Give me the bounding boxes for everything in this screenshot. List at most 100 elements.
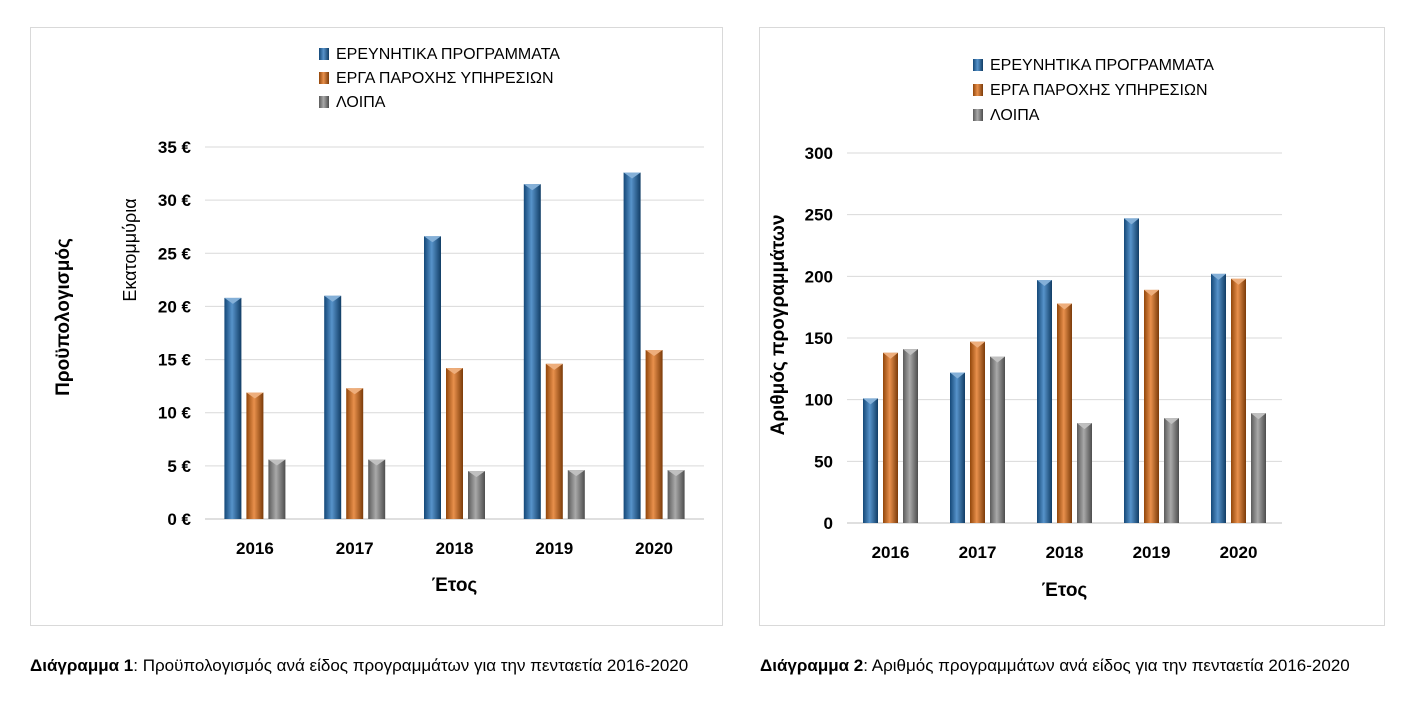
y-tick-label: 5 €	[167, 457, 191, 476]
x-axis-title: Έτος	[432, 575, 478, 596]
legend-swatch	[319, 72, 329, 84]
bar-2-2018	[1057, 303, 1072, 523]
bar-top-bevel	[1124, 218, 1139, 225]
budget-chart-panel: 0 € 5 € 10 € 15 € 20 € 25 € 30 € 35 € 2016 2017 20…	[30, 27, 723, 626]
bar-top-bevel	[970, 341, 985, 348]
bar-2-2020	[645, 350, 663, 519]
bar-1-2017	[324, 295, 342, 519]
x-tick-label: 2017	[959, 543, 997, 562]
legend-label: ΕΡΓΑ ΠΑΡΟΧΗΣ ΥΠΗΡΕΣΙΩΝ	[990, 82, 1208, 99]
bar-2-2016	[883, 352, 898, 523]
bar-3-2019	[1164, 418, 1179, 523]
y-axis-title: Προϋπολογισμός	[53, 238, 74, 396]
bar-top-bevel	[523, 184, 541, 191]
bar-top-bevel	[368, 459, 386, 466]
bar-top-bevel	[667, 470, 685, 477]
bar-top-bevel	[1144, 289, 1159, 296]
legend-label: ΕΡΕΥΝΗΤΙΚΑ ΠΡΟΓΡΑΜΜΑΤΑ	[336, 46, 560, 63]
x-tick-label: 2018	[1046, 543, 1084, 562]
bar-2-2020	[1231, 278, 1246, 523]
bar-1-2019	[1124, 218, 1139, 523]
caption-1-text: : Προϋπολογισμός ανά είδος προγραμμάτων …	[133, 656, 689, 675]
bar-top-bevel	[863, 398, 878, 405]
bar-top-bevel	[883, 352, 898, 359]
x-tick-label: 2016	[236, 539, 274, 558]
y-axis-units-label: Εκατομμύρια	[120, 198, 140, 301]
bar-top-bevel	[1164, 418, 1179, 425]
legend-label: ΛΟΙΠΑ	[990, 107, 1040, 124]
bar-2-2018	[446, 368, 463, 519]
bar-top-bevel	[224, 297, 242, 304]
bar-1-2020	[623, 172, 641, 519]
y-tick-label: 35 €	[158, 138, 192, 157]
legend-swatch	[973, 84, 983, 96]
bar-1-2016	[224, 297, 242, 519]
y-axis-title: Αριθμός προγραμμάτων	[768, 215, 789, 436]
bar-2-2019	[545, 363, 563, 519]
bar-top-bevel	[1037, 280, 1052, 287]
legend-swatch	[973, 59, 983, 71]
bar-1-2017	[950, 372, 965, 523]
bar-3-2016	[903, 349, 918, 523]
legend-label: ΕΡΓΑ ΠΑΡΟΧΗΣ ΥΠΗΡΕΣΙΩΝ	[336, 70, 554, 87]
bar-top-bevel	[468, 471, 485, 478]
x-tick-label: 2020	[1220, 543, 1258, 562]
bar-3-2020	[1251, 413, 1266, 523]
bar-top-bevel	[950, 372, 965, 379]
bar-top-bevel	[1231, 278, 1246, 285]
bar-3-2017	[368, 459, 386, 519]
y-tick-label: 30 €	[158, 191, 192, 210]
bar-1-2018	[424, 236, 441, 519]
programs-count-chart-panel: 0 50 100 150 200 250 300 2016 2017 2018 2019 2020 Έτ…	[759, 27, 1385, 626]
programs-count-chart: 0 50 100 150 200 250 300 2016 2017 2018 2019 2020 Έτ…	[768, 57, 1282, 601]
x-tick-label: 2018	[436, 539, 474, 558]
bar-top-bevel	[324, 295, 342, 302]
y-tick-label: 50	[814, 452, 833, 471]
bar-top-bevel	[1211, 273, 1226, 280]
x-tick-label: 2019	[1133, 543, 1171, 562]
bar-top-bevel	[903, 349, 918, 356]
bar-3-2019	[567, 470, 585, 519]
y-tick-label: 100	[805, 391, 833, 410]
x-tick-label: 2019	[535, 539, 573, 558]
figure-caption-2: Διάγραμμα 2: Αριθμός προγραμμάτων ανά εί…	[760, 655, 1400, 677]
bar-1-2018	[1037, 280, 1052, 523]
bar-top-bevel	[346, 388, 364, 395]
bar-top-bevel	[645, 350, 663, 357]
bar-3-2018	[468, 471, 485, 519]
bar-top-bevel	[1077, 423, 1092, 430]
legend-swatch	[973, 109, 983, 121]
y-tick-label: 0 €	[167, 510, 191, 529]
budget-chart: 0 € 5 € 10 € 15 € 20 € 25 € 30 € 35 € 2016 2017 20…	[53, 46, 704, 596]
bar-2-2016	[246, 392, 264, 519]
caption-1-label: Διάγραμμα 1	[30, 656, 134, 675]
x-tick-label: 2016	[872, 543, 910, 562]
bar-top-bevel	[1251, 413, 1266, 420]
bar-2-2017	[970, 341, 985, 523]
bar-top-bevel	[623, 172, 641, 179]
x-tick-label: 2017	[336, 539, 374, 558]
x-axis-title: Έτος	[1042, 580, 1088, 601]
y-tick-label: 300	[805, 144, 833, 163]
bar-top-bevel	[246, 392, 264, 399]
figure-caption-1: Διάγραμμα 1: Προϋπολογισμός ανά είδος πρ…	[30, 655, 730, 677]
bar-3-2018	[1077, 423, 1092, 523]
bar-2-2017	[346, 388, 364, 519]
legend-swatch	[319, 96, 329, 108]
y-tick-label: 20 €	[158, 297, 192, 316]
y-tick-label: 15 €	[158, 351, 192, 370]
legend-swatch	[319, 48, 329, 60]
caption-2-label: Διάγραμμα 2	[760, 656, 864, 675]
y-tick-label: 10 €	[158, 404, 192, 423]
legend-label: ΛΟΙΠΑ	[336, 94, 386, 111]
bar-3-2016	[268, 459, 286, 519]
bar-1-2020	[1211, 273, 1226, 523]
y-tick-label: 200	[805, 267, 833, 286]
x-tick-label: 2020	[635, 539, 673, 558]
bar-top-bevel	[990, 356, 1005, 363]
bar-3-2017	[990, 356, 1005, 523]
bar-top-bevel	[268, 459, 286, 466]
legend-label: ΕΡΕΥΝΗΤΙΚΑ ΠΡΟΓΡΑΜΜΑΤΑ	[990, 57, 1214, 74]
bar-top-bevel	[446, 368, 463, 375]
bar-1-2016	[863, 398, 878, 523]
